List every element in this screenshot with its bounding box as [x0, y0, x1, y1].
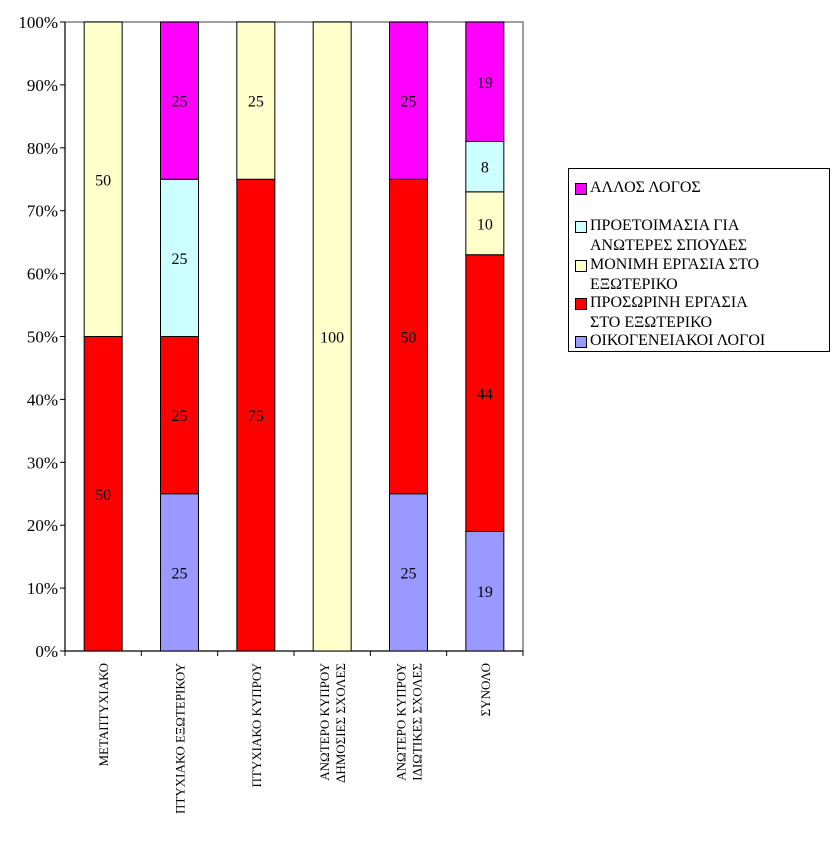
bar-segment: [236, 21, 276, 180]
y-tick-label: 70%: [27, 202, 58, 221]
x-tick-label: ΠΤΥΧΙΑΚΟ ΕΞΩΤΕΡΙΚΟΥ: [173, 662, 188, 814]
y-tick-label: 30%: [27, 453, 58, 472]
data-label: 19: [477, 75, 493, 92]
data-label: 25: [401, 565, 417, 582]
legend-swatch: [575, 336, 587, 349]
data-label: 44: [477, 386, 493, 403]
bar-segment: [160, 178, 199, 337]
x-tick-label: ΜΕΤΑΠΤΥΧΙΑΚΟ: [96, 663, 111, 767]
y-tick-label: 100%: [18, 13, 58, 32]
legend-swatch: [575, 259, 587, 272]
data-label: 8: [481, 160, 489, 177]
x-tick-label: ΠΤΥΧΙΑΚΟ ΚΥΠΡΟΥ: [249, 662, 264, 787]
data-label: 25: [172, 408, 188, 425]
bar-segment: [465, 191, 505, 256]
bar-segment: [312, 21, 352, 652]
x-tick-label: ΣΥΝΟΛΟ: [478, 663, 493, 716]
data-label: 50: [95, 487, 111, 504]
legend-swatch: [575, 298, 587, 310]
legend-label: ΠΡΟΕΤΟΙΜΑΣΙΑ ΓΙΑ ΑΝΩΤΕΡΕΣ ΣΠΟΥΔΕΣ: [590, 217, 748, 255]
data-label: 25: [172, 94, 188, 111]
legend-label: ΠΡΟΣΩΡΙΝΗ ΕΡΓΑΣΙΑ ΣΤΟ ΕΞΩΤΕΡΙΚΟ: [590, 294, 748, 331]
legend-label: ΑΛΛΟΣ ΛΟΓΟΣ: [590, 178, 701, 196]
x-tick-label: ΑΝΩΤΕΡΟ ΚΥΠΡΟΥΔΗΜΟΣΙΕΣ ΣΧΟΛΕΣ: [317, 662, 348, 783]
legend-item: ΜΟΝΙΜΗ ΕΡΓΑΣΙΑ ΣΤΟ ΕΞΩΤΕΡΙΚΟ: [575, 255, 822, 295]
legend-item: ΟΙΚΟΓΕΝΕΙΑΚΟΙ ΛΟΓΟΙ: [575, 331, 822, 351]
data-label: 25: [248, 94, 264, 111]
data-label: 10: [477, 216, 493, 233]
data-label: 100: [320, 330, 344, 347]
chart-legend: ΑΛΛΟΣ ΛΟΓΟΣ ΠΡΟΕΤΟΙΜΑΣΙΑ ΓΙΑ ΑΝΩΤΕΡΕΣ ΣΠΟΥ…: [568, 168, 830, 352]
legend-label: ΜΟΝΙΜΗ ΕΡΓΑΣΙΑ ΣΤΟ ΕΞΩΤΕΡΙΚΟ: [590, 255, 760, 293]
data-label: 25: [172, 565, 188, 582]
data-label: 50: [401, 330, 417, 347]
bar-segment: [465, 530, 505, 652]
data-label: 25: [401, 94, 417, 111]
legend-swatch: [575, 182, 587, 195]
data-label: 19: [477, 584, 493, 601]
legend-item: ΠΡΟΕΤΟΙΜΑΣΙΑ ΓΙΑ ΑΝΩΤΕΡΕΣ ΣΠΟΥΔΕΣ: [575, 216, 822, 256]
data-label: 50: [95, 172, 111, 189]
bar-segment: [389, 493, 428, 652]
data-label: 75: [248, 408, 264, 425]
data-label: 25: [172, 251, 188, 268]
bar-segment: [83, 21, 123, 337]
bar-segment: [465, 21, 505, 143]
plot-area: [64, 21, 524, 652]
y-tick-label: 40%: [27, 390, 58, 409]
x-tick-label: ΑΝΩΤΕΡΟ ΚΥΠΡΟΥΙΔΙΩΤΙΚΕΣ ΣΧΟΛΕΣ: [394, 662, 425, 780]
y-tick-label: 90%: [27, 76, 58, 95]
legend-item: ΠΡΟΣΩΡΙΝΗ ΕΡΓΑΣΙΑ ΣΤΟ ΕΞΩΤΕΡΙΚΟ: [575, 293, 822, 333]
bar-segment: [160, 336, 199, 495]
bar-segment: [160, 493, 199, 652]
y-tick-label: 0%: [35, 642, 58, 661]
bar-segment: [83, 336, 123, 652]
bar-segment: [236, 178, 276, 652]
bar-segment: [160, 21, 199, 180]
legend-swatch: [575, 221, 587, 234]
bar-segment: [389, 21, 428, 180]
y-tick-label: 50%: [27, 328, 58, 347]
y-tick-label: 10%: [27, 579, 58, 598]
y-tick-label: 20%: [27, 516, 58, 535]
y-tick-label: 80%: [27, 139, 58, 158]
bar-segment: [389, 178, 428, 495]
y-tick-label: 60%: [27, 265, 58, 284]
legend-item: ΑΛΛΟΣ ΛΟΓΟΣ: [575, 178, 822, 198]
bar-segment: [465, 254, 505, 532]
legend-label: ΟΙΚΟΓΕΝΕΙΑΚΟΙ ΛΟΓΟΙ: [590, 332, 766, 350]
